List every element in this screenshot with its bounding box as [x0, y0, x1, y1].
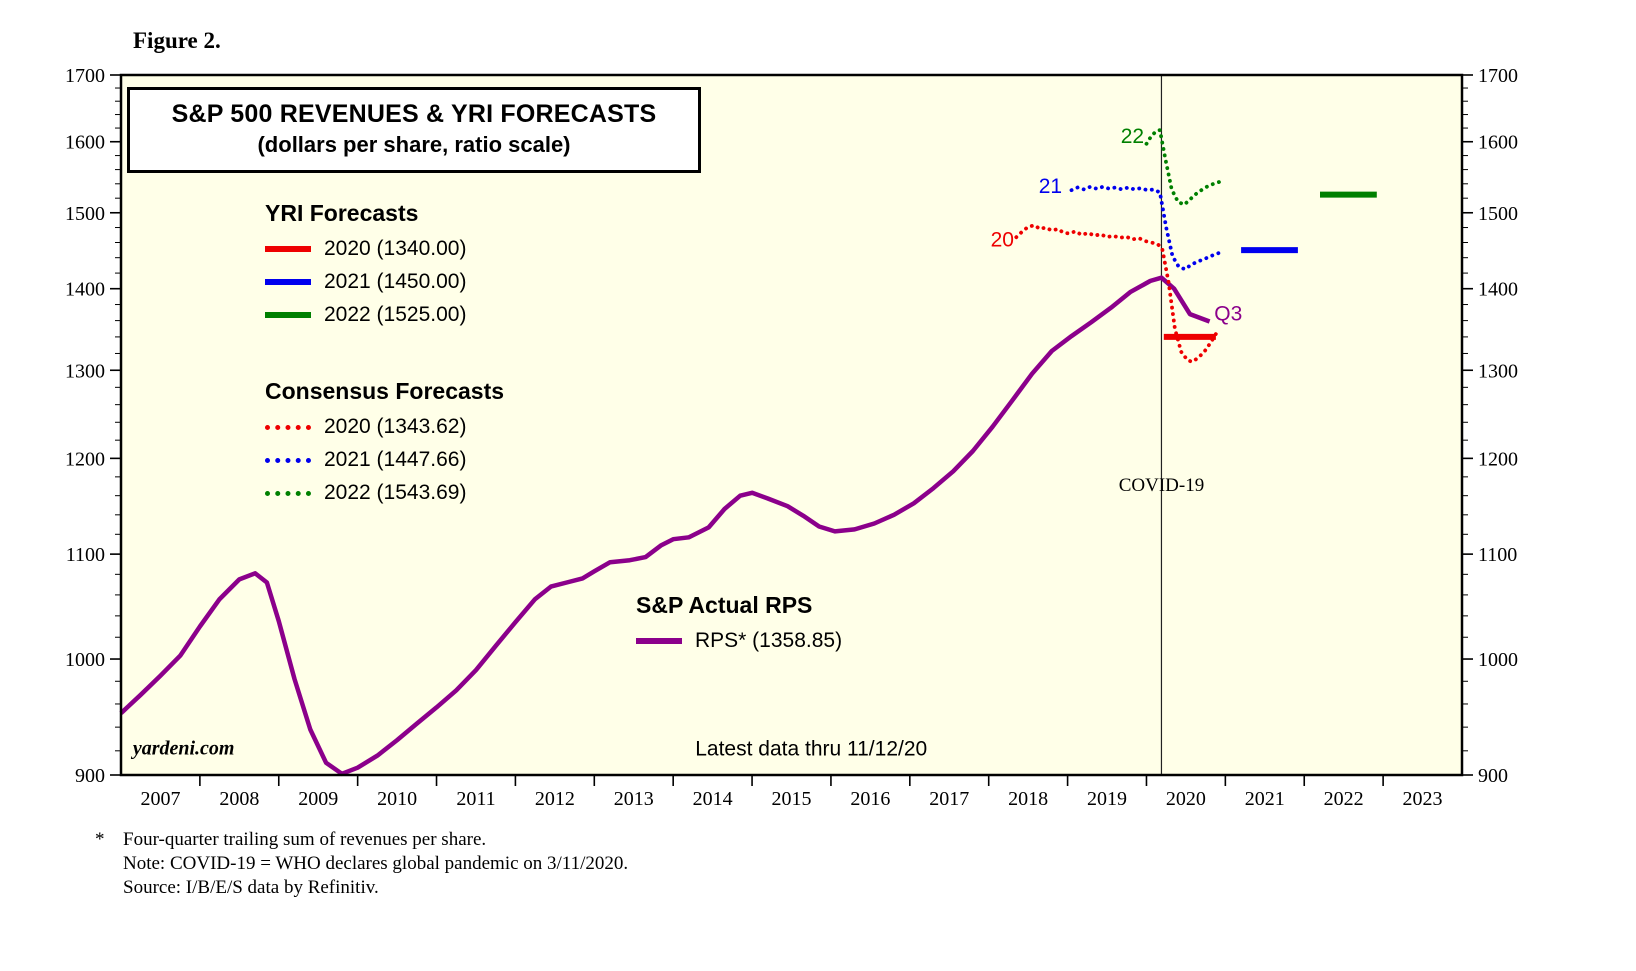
y-tick-label-left: 1600: [65, 132, 105, 154]
y-tick-label-left: 1100: [66, 544, 105, 566]
x-tick-label: 2007: [140, 788, 180, 810]
x-tick-label: 2019: [1087, 788, 1127, 810]
plot-frame: [119, 73, 1464, 777]
legend-actual-header: S&P Actual RPS: [636, 592, 813, 618]
x-tick-label: 2009: [298, 788, 338, 810]
y-tick-label-left: 1400: [65, 279, 105, 301]
legend-item: 2022 (1543.69): [265, 480, 504, 506]
legend-yri-forecasts: YRI Forecasts 2020 (1340.00) 2021 (1450.0…: [265, 200, 466, 335]
legend-swatch-solid: [636, 638, 682, 644]
chart-title-box: S&P 500 REVENUES & YRI FORECASTS (dollar…: [127, 87, 701, 173]
legend-item: 2021 (1450.00): [265, 269, 466, 295]
legend-item-label: 2022 (1543.69): [324, 481, 467, 504]
legend-item-label: 2021 (1450.00): [324, 270, 467, 293]
legend-consensus-items: 2020 (1343.62) 2021 (1447.66) 2022 (1543.6…: [265, 414, 504, 506]
series-sp-actual-rps: [119, 275, 1211, 777]
legend-swatch-solid: [265, 312, 311, 318]
x-tick-label: 2008: [219, 788, 259, 810]
x-tick-label: 2012: [535, 788, 575, 810]
x-tick-label: 2017: [929, 788, 969, 810]
legend-actual-rps: S&P Actual RPS RPS* (1358.85): [636, 592, 842, 661]
legend-item-label: 2020 (1340.00): [324, 237, 467, 260]
legend-consensus-header: Consensus Forecasts: [265, 378, 505, 404]
x-tick-label: 2010: [377, 788, 417, 810]
y-tick-label-right: 1300: [1478, 360, 1518, 382]
series-consensus-2020: [1014, 223, 1218, 364]
annotation-label-22: 22: [1121, 125, 1144, 148]
x-tick-label: 2014: [693, 788, 733, 810]
y-tick-label-left: 1300: [65, 360, 105, 382]
legend-swatch-dotted: [265, 424, 311, 430]
footnote-line: * Four-quarter trailing sum of revenues …: [95, 828, 628, 852]
legend-item-label: 2022 (1525.00): [324, 303, 467, 326]
y-tick-label-left: 1200: [65, 448, 105, 470]
annotation-label-q3: Q3: [1214, 303, 1242, 326]
x-axis: 2007 2008 2009 2010 2011 2012 2013 2014 2015 2016…: [140, 775, 1443, 810]
x-tick-label: 2015: [772, 788, 812, 810]
legend-item-label: 2020 (1343.62): [324, 415, 467, 438]
y-tick-label-left: 900: [75, 765, 105, 787]
legend-swatch-solid: [265, 279, 311, 285]
x-tick-label: 2021: [1245, 788, 1285, 810]
x-tick-label: 2022: [1324, 788, 1364, 810]
footnote-marker: *: [95, 829, 105, 850]
legend-swatch-solid: [265, 246, 311, 252]
legend-item: 2020 (1343.62): [265, 414, 504, 440]
legend-yri-header: YRI Forecasts: [265, 200, 419, 226]
annotation-covid-label: COVID-19: [1119, 475, 1205, 496]
y-tick-label-right: 1700: [1478, 65, 1518, 87]
legend-item: RPS* (1358.85): [636, 628, 842, 654]
y-tick-label-right: 1400: [1478, 279, 1518, 301]
legend-item-label: 2021 (1447.66): [324, 448, 467, 471]
x-tick-label: 2018: [1008, 788, 1048, 810]
legend-consensus-forecasts: Consensus Forecasts 2020 (1343.62) 2021 (…: [265, 378, 504, 513]
annotation-latest-data-note: Latest data thru 11/12/20: [695, 738, 927, 761]
y-tick-label-left: 1000: [65, 649, 105, 671]
footnote-text: Source: I/B/E/S data by Refinitiv.: [123, 877, 379, 898]
chart-subtitle: (dollars per share, ratio scale): [257, 132, 571, 157]
footnote-text: Four-quarter trailing sum of revenues pe…: [123, 829, 487, 850]
legend-item: 2021 (1447.66): [265, 447, 504, 473]
y-tick-label-right: 1100: [1478, 544, 1517, 566]
legend-yri-items: 2020 (1340.00) 2021 (1450.00) 2022 (1525.0…: [265, 236, 466, 328]
legend-actual-items: RPS* (1358.85): [636, 628, 842, 654]
series-consensus-2022: [1144, 128, 1224, 207]
footnotes: * Four-quarter trailing sum of revenues …: [95, 828, 628, 900]
x-tick-label: 2011: [456, 788, 495, 810]
x-tick-label: 2016: [850, 788, 890, 810]
legend-swatch-dotted: [265, 457, 311, 463]
legend-item-label: RPS* (1358.85): [695, 629, 843, 652]
y-tick-label-right: 1200: [1478, 448, 1518, 470]
footnote-text: Note: COVID-19 = WHO declares global pan…: [123, 853, 629, 874]
legend-item: 2022 (1525.00): [265, 302, 466, 328]
y-tick-label-right: 1500: [1478, 203, 1518, 225]
x-tick-label: 2023: [1403, 788, 1443, 810]
y-axes: 900 900 1000 1000 1100 1100 1200 1200 1300 1300 14…: [65, 65, 1518, 787]
legend-swatch-dotted: [265, 490, 311, 496]
series-group: [119, 128, 1377, 777]
plot-area: [121, 75, 1462, 775]
y-tick-label-right: 1600: [1478, 132, 1518, 154]
series-consensus-2021: [1069, 184, 1224, 272]
annotation-label-21: 21: [1039, 175, 1062, 198]
footnote-line: Source: I/B/E/S data by Refinitiv.: [95, 876, 628, 900]
legend-item: 2020 (1340.00): [265, 236, 466, 262]
y-tick-label-right: 1000: [1478, 649, 1518, 671]
chart-title: S&P 500 REVENUES & YRI FORECASTS: [171, 100, 657, 128]
x-tick-label: 2013: [614, 788, 654, 810]
y-tick-label-left: 1500: [65, 203, 105, 225]
figure-label: Figure 2.: [133, 28, 221, 53]
annotation-label-20: 20: [991, 228, 1014, 251]
x-tick-label: 2020: [1166, 788, 1206, 810]
footnote-line: Note: COVID-19 = WHO declares global pan…: [95, 852, 628, 876]
annotation-watermark: yardeni.com: [131, 737, 235, 759]
annotations: 20 21 22 Q3 COVID-19 yardeni.com Latest data t…: [131, 125, 1242, 761]
y-tick-label-right: 900: [1478, 765, 1508, 787]
y-tick-label-left: 1700: [65, 65, 105, 87]
